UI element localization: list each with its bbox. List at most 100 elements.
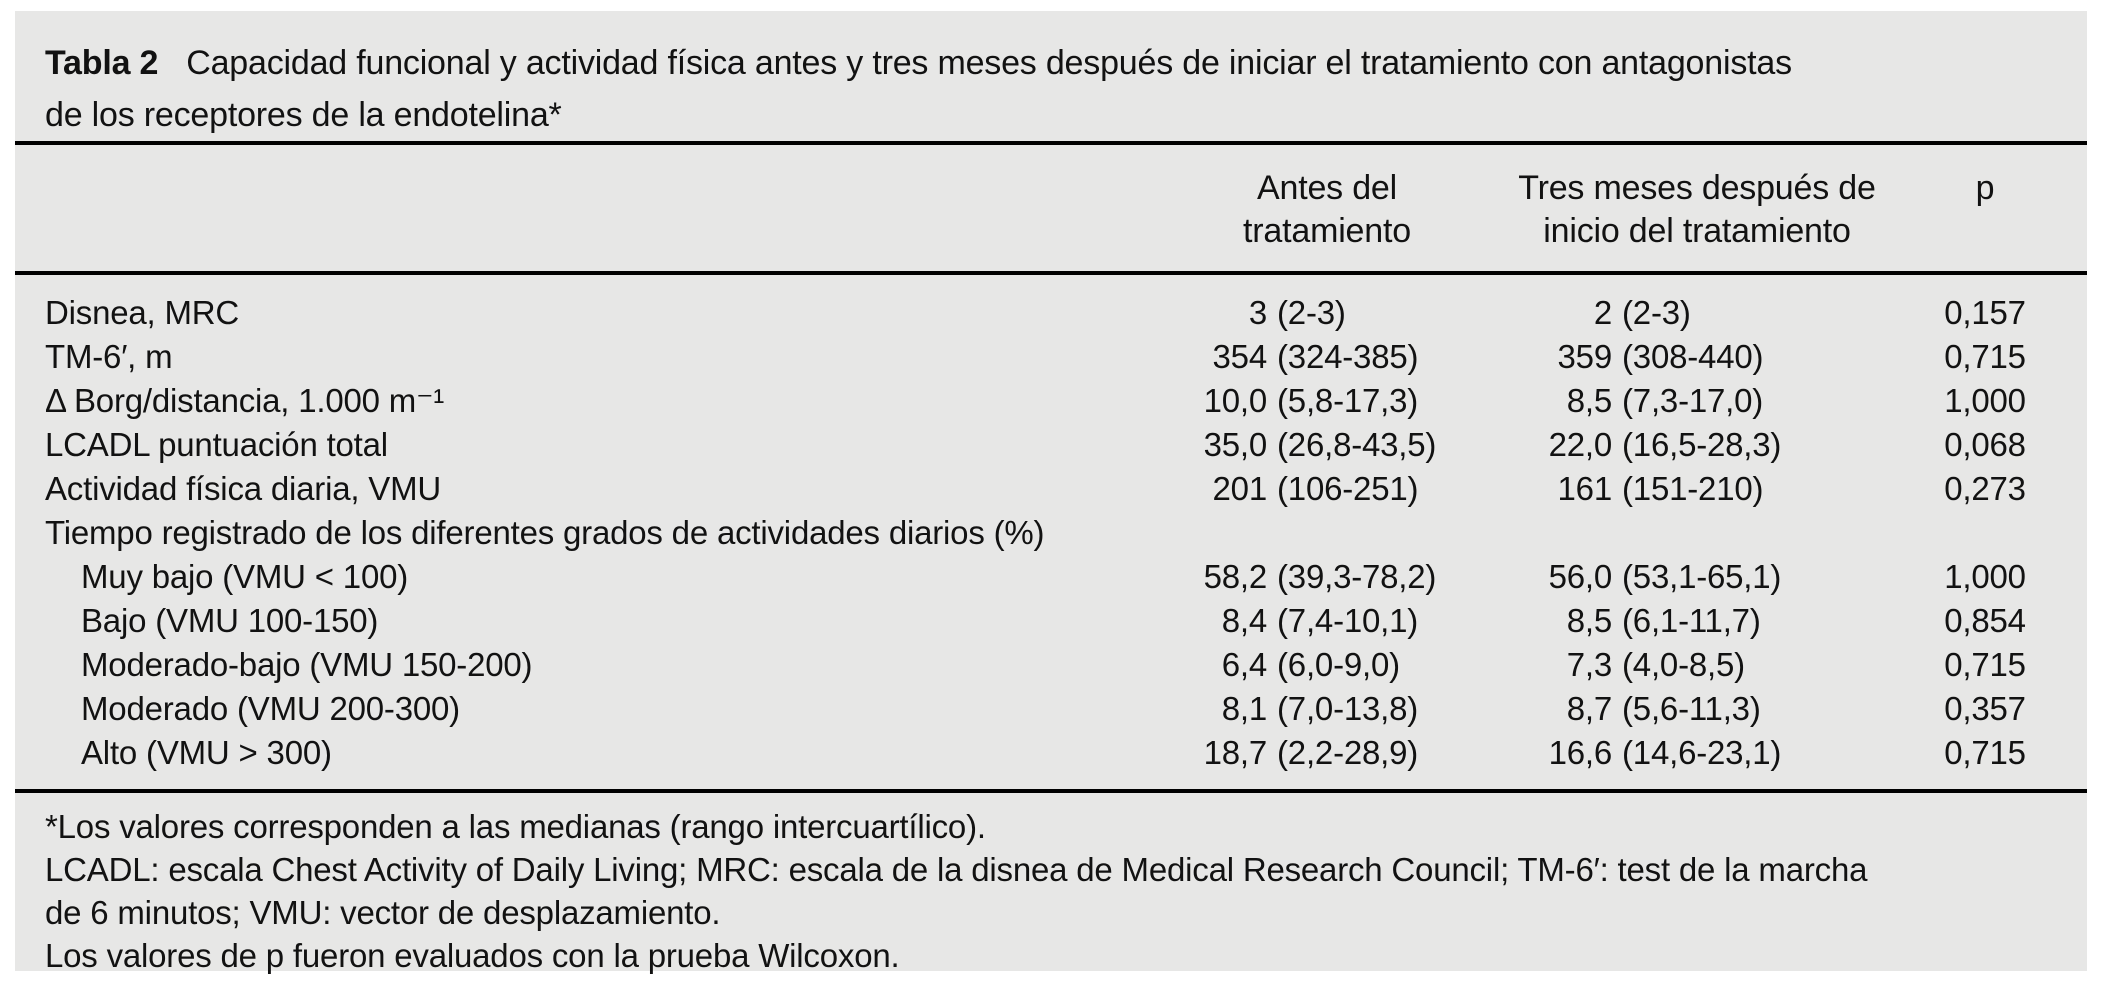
iqr-value: (7,3-17,0) bbox=[1622, 382, 1764, 419]
cell-p-value: 1,000 bbox=[1944, 382, 2026, 419]
row-label: Alto (VMU > 300) bbox=[81, 734, 332, 771]
row-label: Disnea, MRC bbox=[45, 294, 240, 331]
table-row: Bajo (VMU 100-150) 8,4 (7,4-10,1) 8,5 (6,1-1… bbox=[45, 599, 2057, 643]
iqr-value: (2-3) bbox=[1277, 294, 1346, 331]
row-label: Bajo (VMU 100-150) bbox=[81, 602, 379, 639]
footnote-line: de 6 minutos; VMU: vector de desplazamie… bbox=[45, 894, 721, 931]
footnote-line: Los valores de p fueron evaluados con la… bbox=[45, 937, 900, 974]
median-value: 8,5 bbox=[1566, 382, 1612, 419]
row-label: LCADL puntuación total bbox=[45, 426, 388, 463]
table-title: Capacidad funcional y actividad física a… bbox=[45, 44, 1792, 134]
iqr-value: (14,6-23,1) bbox=[1622, 734, 1782, 771]
cell-after-treatment: 8,5 (7,3-17,0) bbox=[1507, 379, 1887, 423]
row-label: Moderado (VMU 200-300) bbox=[81, 690, 460, 727]
median-value: 18,7 bbox=[1203, 734, 1268, 771]
median-value: 161 bbox=[1557, 470, 1613, 507]
row-label: TM-6′, m bbox=[45, 338, 173, 375]
row-label: Muy bajo (VMU < 100) bbox=[81, 558, 409, 595]
cell-p-value: 0,273 bbox=[1944, 470, 2026, 507]
median-value: 8,7 bbox=[1566, 690, 1612, 727]
median-value: 7,3 bbox=[1566, 646, 1612, 683]
cell-p-value: 0,854 bbox=[1944, 602, 2026, 639]
cell-after-treatment: 16,6 (14,6-23,1) bbox=[1507, 731, 1887, 775]
median-value: 8,5 bbox=[1566, 602, 1612, 639]
table-number-label: Tabla 2 bbox=[45, 44, 159, 82]
cell-before-treatment: 6,4 (6,0-9,0) bbox=[1147, 643, 1507, 687]
median-value: 8,1 bbox=[1221, 690, 1267, 727]
table-row: Actividad física diaria, VMU 201 (106-251)… bbox=[45, 467, 2057, 511]
cell-after-treatment: 8,5 (6,1-11,7) bbox=[1507, 599, 1887, 643]
median-value: 58,2 bbox=[1203, 558, 1268, 595]
cell-before-treatment: 8,4 (7,4-10,1) bbox=[1147, 599, 1507, 643]
table-header-row: Antes del tratamiento Tres meses después… bbox=[45, 145, 2057, 271]
median-value: 56,0 bbox=[1548, 558, 1613, 595]
table-row: Muy bajo (VMU < 100) 58,2 (39,3-78,2) 56,0(… bbox=[45, 555, 2057, 599]
table-panel: Tabla 2 Capacidad funcional y actividad f… bbox=[15, 11, 2087, 974]
cell-p-value: 0,715 bbox=[1944, 734, 2026, 771]
row-label: Moderado-bajo (VMU 150-200) bbox=[81, 646, 533, 683]
iqr-value: (151-210) bbox=[1622, 470, 1764, 507]
iqr-value: (26,8-43,5) bbox=[1277, 426, 1437, 463]
table-section-row: Tiempo registrado de los diferentes grad… bbox=[45, 511, 2057, 555]
cell-before-treatment: 354 (324-385) bbox=[1147, 335, 1507, 379]
iqr-value: (5,6-11,3) bbox=[1622, 690, 1761, 727]
table-body: Disnea, MRC 3 (2-3) 2 (2-3) 0,157 TM-6′, m 354(… bbox=[45, 275, 2057, 789]
cell-p-value: 0,715 bbox=[1944, 646, 2026, 683]
row-label: Δ Borg/distancia, 1.000 m⁻¹ bbox=[45, 382, 445, 419]
cell-before-treatment: 10,0 (5,8-17,3) bbox=[1147, 379, 1507, 423]
median-value: 201 bbox=[1212, 470, 1268, 507]
cell-before-treatment: 8,1 (7,0-13,8) bbox=[1147, 687, 1507, 731]
row-label: Actividad física diaria, VMU bbox=[45, 470, 442, 507]
iqr-value: (2-3) bbox=[1622, 294, 1691, 331]
iqr-value: (39,3-78,2) bbox=[1277, 558, 1437, 595]
iqr-value: (16,5-28,3) bbox=[1622, 426, 1782, 463]
footnote-line: LCADL: escala Chest Activity of Daily Li… bbox=[45, 851, 1868, 888]
iqr-value: (308-440) bbox=[1622, 338, 1764, 375]
cell-after-treatment: 22,0 (16,5-28,3) bbox=[1507, 423, 1887, 467]
cell-after-treatment: 359 (308-440) bbox=[1507, 335, 1887, 379]
median-value: 16,6 bbox=[1548, 734, 1613, 771]
cell-p-value: 0,715 bbox=[1944, 338, 2026, 375]
median-value: 6,4 bbox=[1221, 646, 1267, 683]
cell-p-value: 0,357 bbox=[1944, 690, 2026, 727]
table-row: Alto (VMU > 300) 18,7 (2,2-28,9) 16,6 (14,6-… bbox=[45, 731, 2057, 775]
iqr-value: (324-385) bbox=[1277, 338, 1419, 375]
iqr-value: (7,4-10,1) bbox=[1277, 602, 1419, 639]
cell-after-treatment: 7,3 (4,0-8,5) bbox=[1507, 643, 1887, 687]
rule-top bbox=[15, 141, 2087, 145]
cell-p-value: 0,157 bbox=[1944, 294, 2026, 331]
iqr-value: (6,1-11,7) bbox=[1622, 602, 1761, 639]
iqr-value: (6,0-9,0) bbox=[1277, 646, 1400, 683]
header-before-treatment: Antes del tratamiento bbox=[1243, 169, 1411, 250]
median-value: 354 bbox=[1212, 338, 1268, 375]
footnote-line: *Los valores corresponden a las medianas… bbox=[45, 808, 986, 845]
table-row: Disnea, MRC 3 (2-3) 2 (2-3) 0,157 bbox=[45, 291, 2057, 335]
header-p-value: p bbox=[1975, 169, 1995, 207]
median-value: 2 bbox=[1593, 294, 1612, 331]
cell-p-value: 0,068 bbox=[1944, 426, 2026, 463]
median-value: 8,4 bbox=[1221, 602, 1267, 639]
row-label: Tiempo registrado de los diferentes grad… bbox=[45, 514, 1045, 551]
cell-before-treatment: 201 (106-251) bbox=[1147, 467, 1507, 511]
iqr-value: (5,8-17,3) bbox=[1277, 382, 1419, 419]
cell-before-treatment: 3 (2-3) bbox=[1147, 291, 1507, 335]
rule-header bbox=[15, 271, 2087, 275]
cell-after-treatment: 8,7 (5,6-11,3) bbox=[1507, 687, 1887, 731]
iqr-value: (106-251) bbox=[1277, 470, 1419, 507]
table-caption: Tabla 2 Capacidad funcional y actividad f… bbox=[45, 11, 2057, 141]
rule-bottom bbox=[15, 789, 2087, 793]
cell-after-treatment: 161 (151-210) bbox=[1507, 467, 1887, 511]
table-row: LCADL puntuación total 35,0 (26,8-43,5) 22,… bbox=[45, 423, 2057, 467]
median-value: 22,0 bbox=[1548, 426, 1613, 463]
cell-after-treatment: 56,0 (53,1-65,1) bbox=[1507, 555, 1887, 599]
iqr-value: (53,1-65,1) bbox=[1622, 558, 1782, 595]
iqr-value: (4,0-8,5) bbox=[1622, 646, 1745, 683]
median-value: 10,0 bbox=[1203, 382, 1268, 419]
table-row: Moderado (VMU 200-300) 8,1 (7,0-13,8) 8,7 (5… bbox=[45, 687, 2057, 731]
table-footnotes: *Los valores corresponden a las medianas… bbox=[45, 793, 2057, 977]
cell-before-treatment: 58,2 (39,3-78,2) bbox=[1147, 555, 1507, 599]
cell-before-treatment: 18,7 (2,2-28,9) bbox=[1147, 731, 1507, 775]
table-row: TM-6′, m 354 (324-385) 359 (308-440) 0,715 bbox=[45, 335, 2057, 379]
cell-after-treatment: 2 (2-3) bbox=[1507, 291, 1887, 335]
